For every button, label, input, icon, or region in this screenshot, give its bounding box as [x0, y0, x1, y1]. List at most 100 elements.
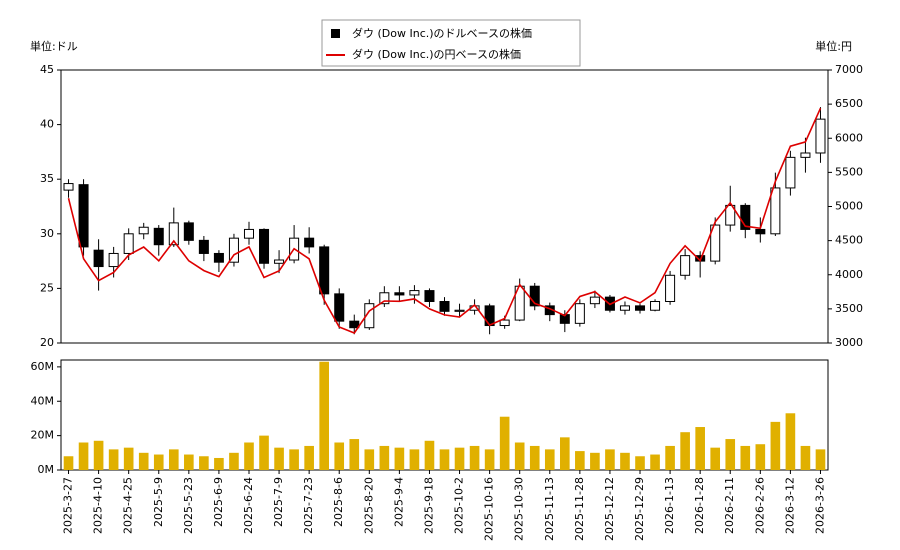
volume-bar — [304, 445, 314, 470]
candle-body — [334, 293, 345, 322]
y-tick-label: 40 — [40, 118, 54, 131]
candle-body — [183, 222, 194, 241]
volume-bar — [63, 456, 74, 470]
volume-bar — [620, 452, 630, 470]
y2-tick-label: 5000 — [835, 200, 863, 213]
candle-body — [228, 237, 239, 263]
y2-tick-label: 3000 — [835, 336, 863, 349]
volume-bar — [424, 440, 435, 470]
y-tick-label: 40M — [31, 394, 55, 407]
candle-body — [364, 303, 375, 329]
volume-bar — [153, 454, 164, 470]
candle-body — [198, 239, 209, 254]
y2-tick-label: 4000 — [835, 268, 863, 281]
candle-body — [409, 290, 420, 296]
candle-body — [379, 292, 390, 305]
candle-body — [349, 320, 360, 329]
candle-body — [243, 228, 255, 239]
candle-body — [650, 301, 661, 311]
line-series — [67, 107, 822, 334]
volume-bar — [785, 413, 796, 470]
x-tick-label: 2026-3-12 — [783, 477, 796, 534]
candle-body — [319, 246, 330, 295]
candle-body — [665, 274, 676, 303]
y-tick-label: 30 — [40, 227, 54, 240]
y-tick-label: 25 — [40, 281, 54, 294]
x-tick-label: 2025-6-9 — [212, 477, 225, 527]
x-tick-label: 2025-6-24 — [242, 477, 255, 534]
volume-bar — [439, 449, 450, 470]
x-tick-label: 2026-3-26 — [813, 477, 826, 534]
volume-bar — [199, 456, 209, 470]
y-tick-label: 20M — [31, 429, 55, 442]
volume-bar — [514, 442, 525, 470]
volume-bar — [590, 452, 600, 470]
volume-bar — [244, 442, 254, 470]
y-tick-label: 35 — [40, 172, 54, 185]
volume-bar — [349, 439, 360, 470]
volume-bar — [184, 454, 194, 470]
legend-swatch — [331, 29, 340, 38]
x-tick-label: 2025-4-10 — [92, 477, 105, 534]
x-tick-label: 2026-1-28 — [693, 477, 706, 534]
volume-bar — [229, 452, 239, 470]
candle-body — [153, 227, 164, 246]
volume-bar — [710, 447, 721, 470]
x-tick-label: 2025-4-25 — [122, 477, 135, 534]
candle-body — [93, 249, 104, 268]
volume-bar — [725, 439, 736, 470]
volume-bar — [78, 442, 89, 470]
candle-body — [725, 204, 736, 226]
volume-bar — [815, 449, 826, 470]
volume-bar — [93, 440, 104, 470]
volume-bar — [665, 445, 675, 470]
candle-body — [589, 296, 600, 305]
x-tick-label: 2026-1-13 — [663, 477, 676, 534]
volume-bar — [259, 435, 269, 470]
volume-bar — [334, 442, 345, 470]
x-tick-label: 2025-8-6 — [332, 477, 345, 527]
x-tick-label: 2025-11-28 — [573, 477, 586, 541]
candle-body — [108, 252, 119, 268]
volume-bar — [544, 449, 555, 470]
x-tick-label: 2025-9-18 — [422, 477, 435, 534]
x-tick-label: 2026-2-26 — [753, 477, 766, 534]
candle-body — [439, 301, 450, 312]
y-tick-label: 0M — [38, 463, 55, 476]
volume-bar — [274, 447, 284, 470]
candle-body — [634, 305, 646, 311]
volume-bar — [319, 361, 329, 470]
y2-tick-label: 6500 — [835, 97, 863, 110]
y-tick-label: 60M — [31, 360, 55, 373]
volume-bar — [529, 445, 540, 470]
volume-bar — [394, 447, 405, 470]
candle-body — [274, 259, 285, 264]
volume-bar — [484, 449, 495, 470]
volume-bar — [108, 449, 119, 470]
x-tick-label: 2025-10-30 — [513, 477, 526, 541]
volume-bar — [123, 447, 134, 470]
candle-body — [619, 305, 630, 311]
x-tick-label: 2025-11-13 — [543, 477, 556, 541]
x-tick-label: 2025-10-16 — [483, 477, 496, 541]
volume-bar — [740, 445, 751, 470]
candle-body — [304, 237, 315, 248]
y2-tick-label: 6000 — [835, 131, 863, 144]
x-tick-label: 2025-5-9 — [152, 477, 165, 527]
volume-bar — [499, 416, 510, 470]
candle-body — [680, 255, 691, 276]
y-tick-label: 20 — [40, 336, 54, 349]
volume-bar — [575, 451, 585, 470]
volume-bar — [755, 444, 766, 470]
y2-tick-label: 4500 — [835, 234, 863, 247]
candle-body — [394, 292, 405, 296]
candle-body — [529, 285, 540, 307]
x-tick-label: 2025-7-9 — [272, 477, 285, 527]
volume-bar — [454, 447, 465, 470]
candle-body — [168, 222, 179, 246]
candle-body — [424, 290, 435, 303]
legend-label: ダウ (Dow Inc.)のドルベースの株価 — [352, 26, 532, 40]
x-tick-label: 2025-8-20 — [362, 477, 375, 534]
volume-bar — [168, 449, 179, 470]
